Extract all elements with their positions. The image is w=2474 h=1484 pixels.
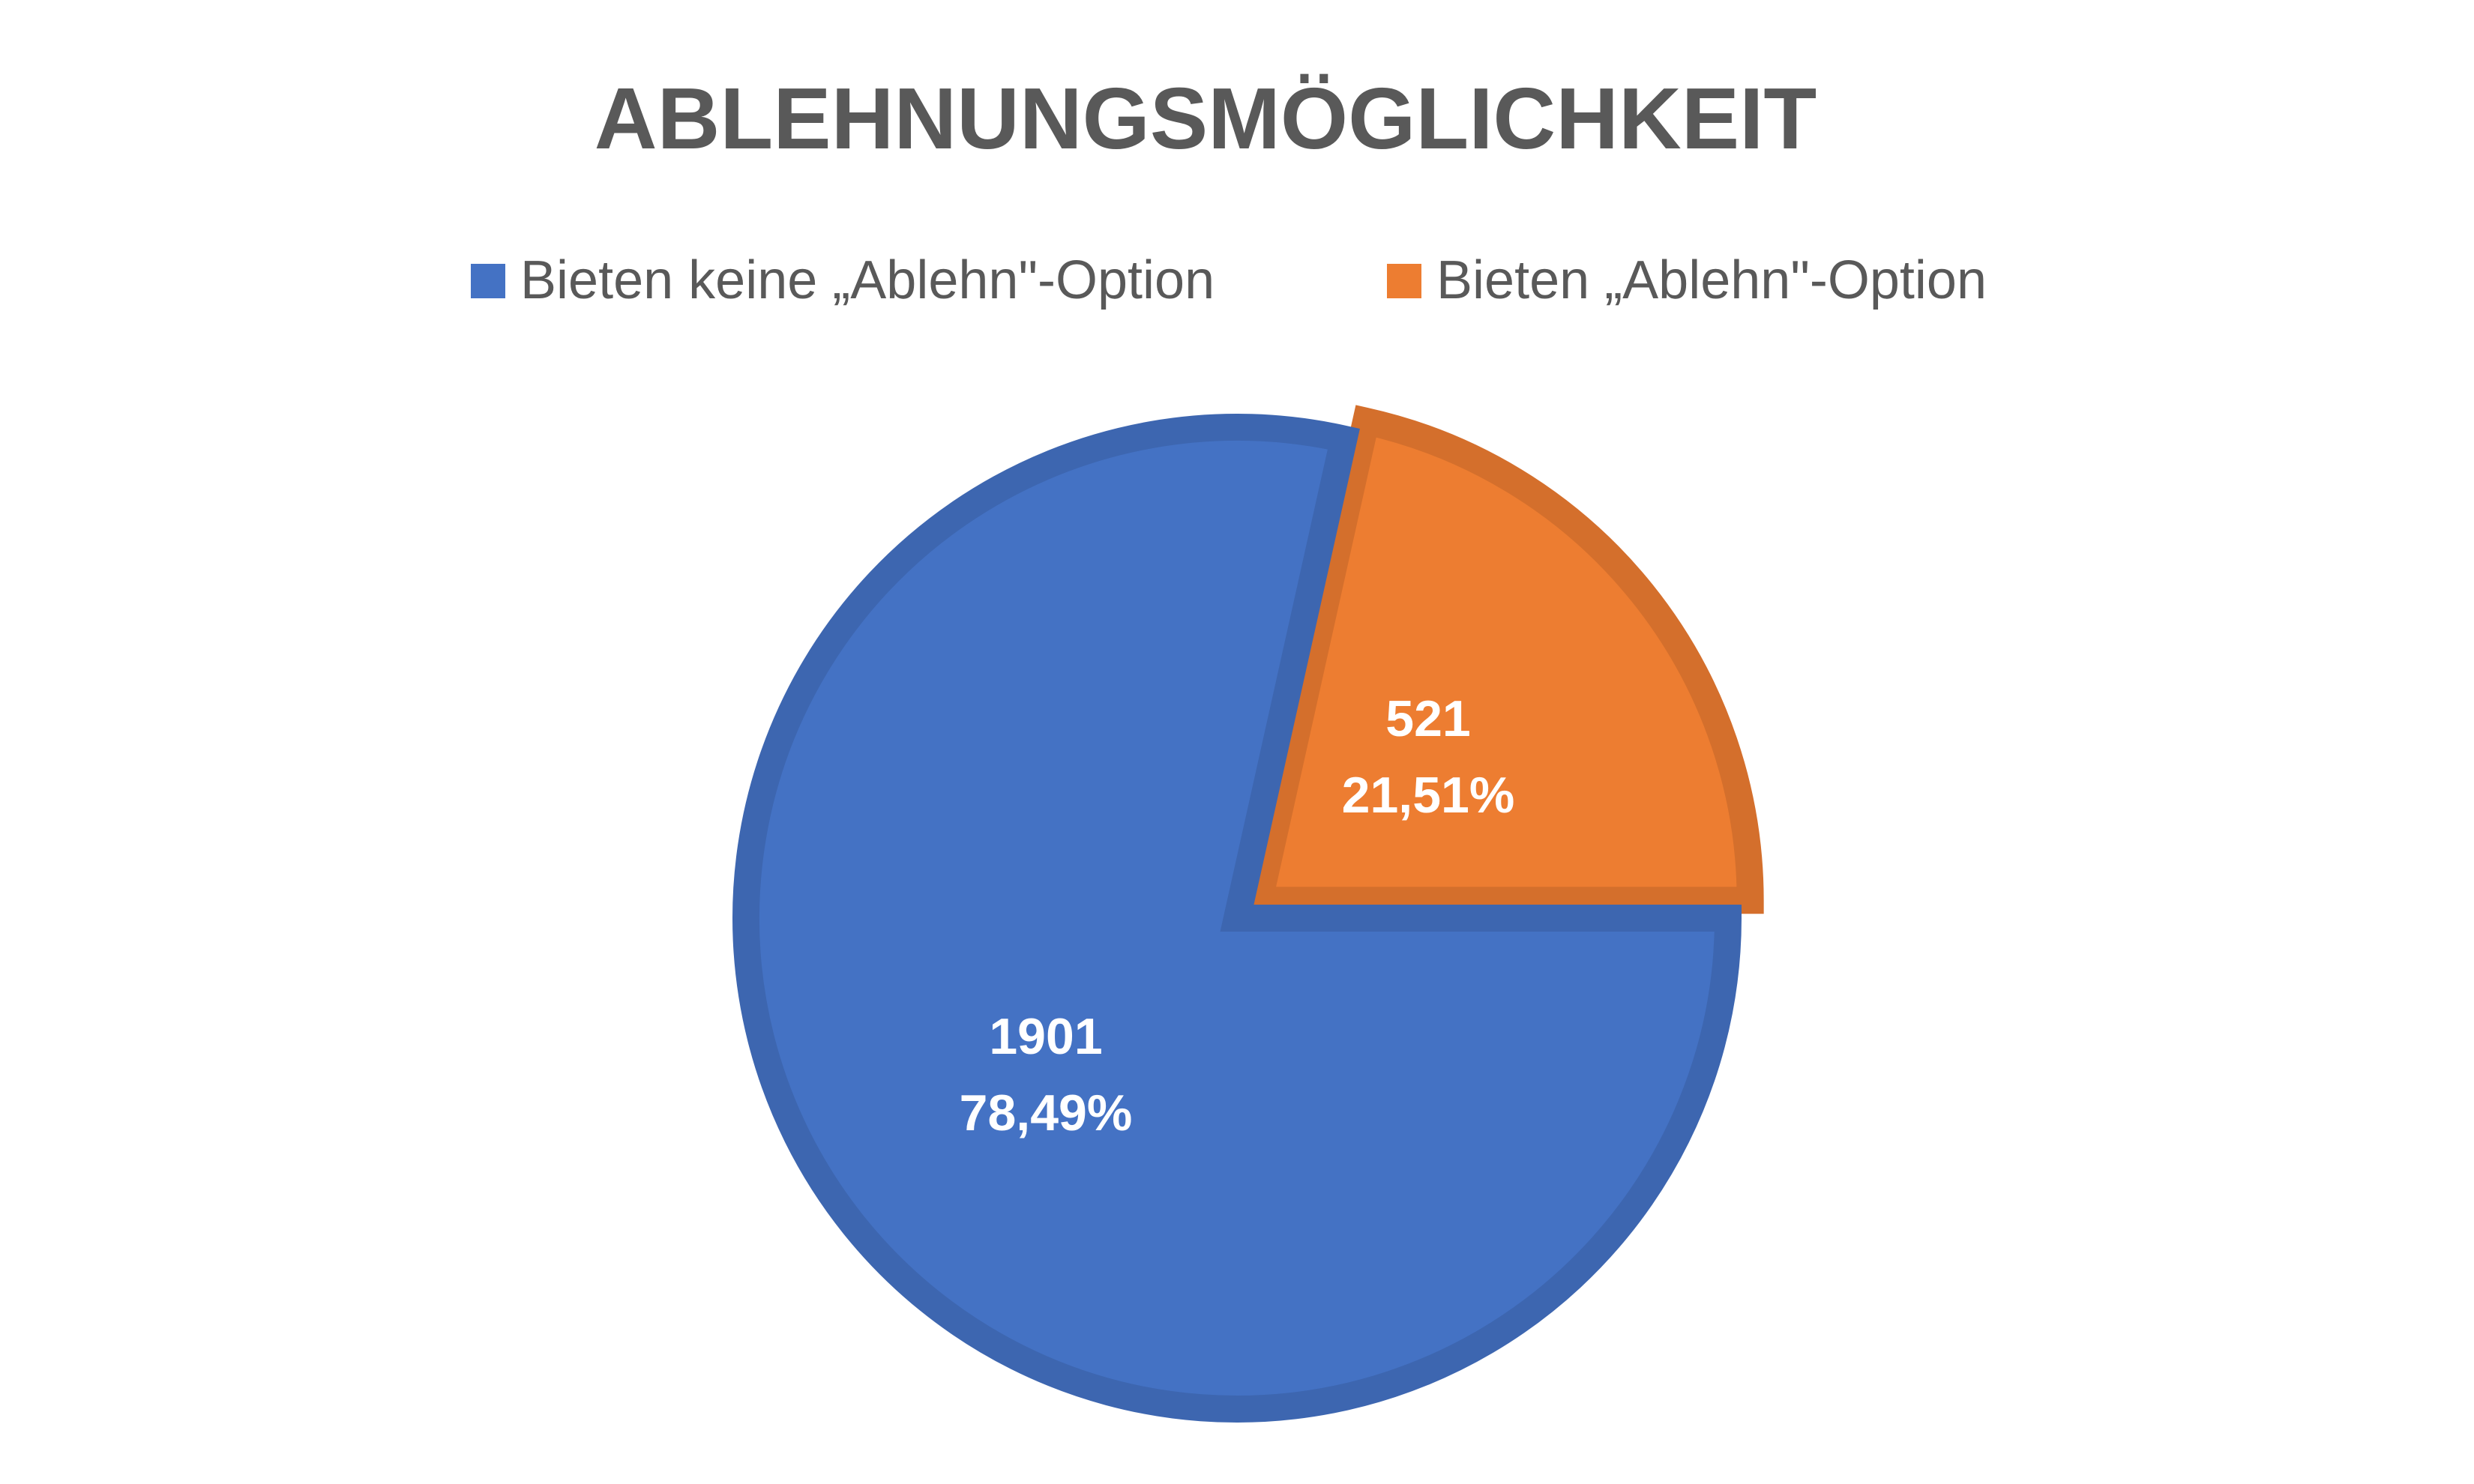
slice-value-no-option: 1901 (989, 1008, 1102, 1065)
pie-data-labels: 1901 78,49% 521 21,51% (960, 690, 1515, 1141)
legend-swatch-no-option (471, 264, 505, 298)
slice-option (1242, 405, 1764, 914)
slice-no-option (732, 414, 1742, 1423)
chart-title: ABLEHNUNGSMÖGLICHKEIT (595, 70, 1817, 167)
legend: Bieten keine „Ablehn"-Option Bieten „Abl… (471, 250, 1987, 310)
legend-label-option: Bieten „Ablehn"-Option (1436, 250, 1987, 310)
legend-swatch-option (1387, 264, 1421, 298)
pie-slices (732, 405, 1764, 1423)
slice-percent-no-option: 78,49% (960, 1085, 1133, 1141)
slice-percent-option: 21,51% (1342, 767, 1515, 824)
slice-value-option: 521 (1385, 690, 1470, 747)
legend-label-no-option: Bieten keine „Ablehn"-Option (520, 250, 1215, 310)
